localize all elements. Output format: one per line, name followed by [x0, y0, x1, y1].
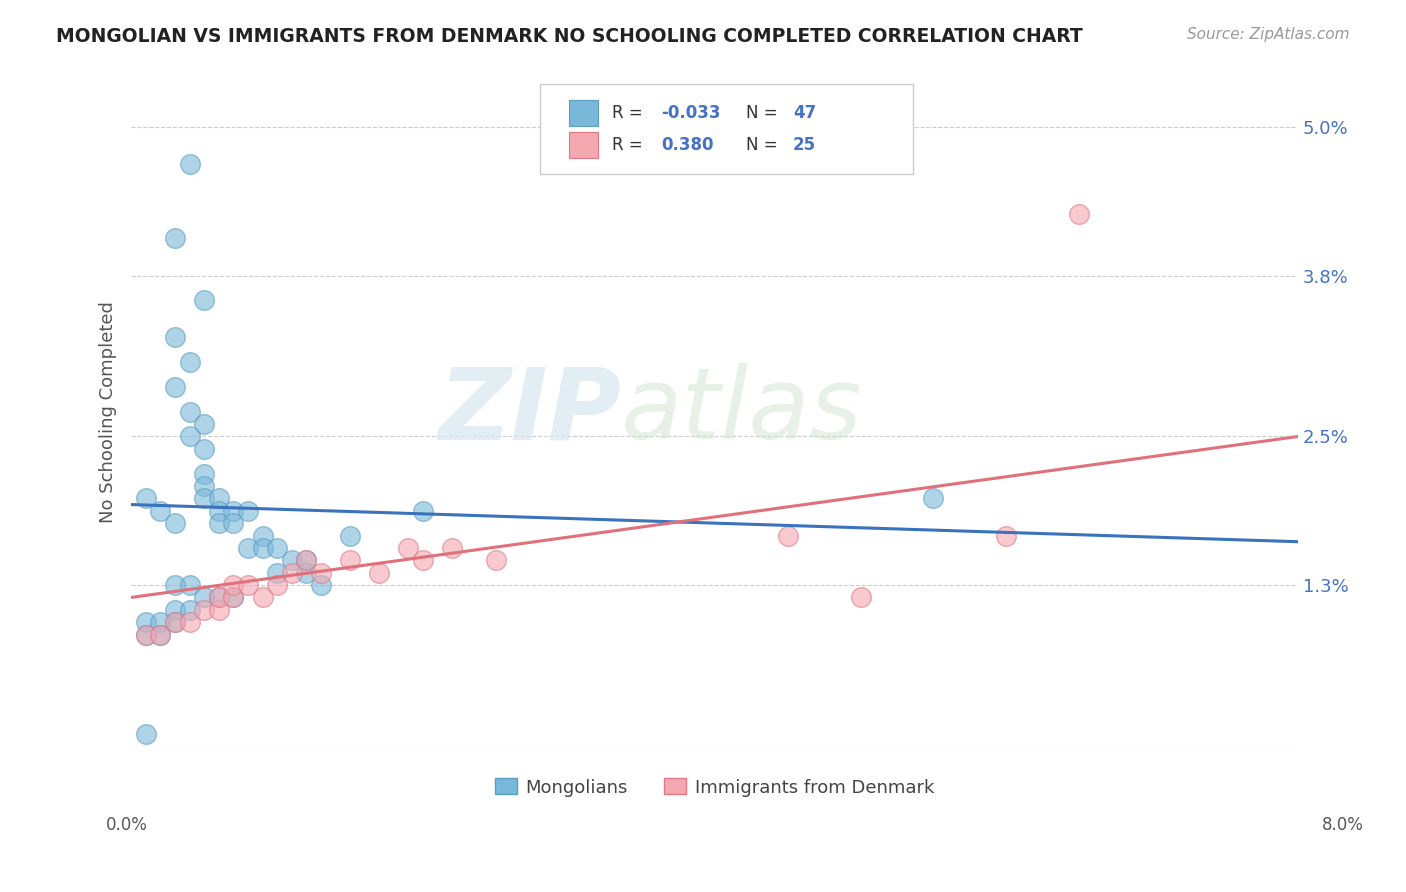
Legend: Mongolians, Immigrants from Denmark: Mongolians, Immigrants from Denmark — [488, 771, 942, 804]
Point — [280, 553, 302, 567]
Point — [179, 429, 201, 443]
Text: 47: 47 — [793, 103, 815, 122]
Point — [163, 330, 186, 344]
Point — [163, 615, 186, 630]
Point — [412, 504, 434, 518]
Point — [163, 615, 186, 630]
Point — [252, 528, 274, 542]
Text: R =: R = — [612, 136, 643, 154]
Text: 25: 25 — [793, 136, 815, 154]
Point — [266, 566, 288, 580]
Point — [995, 528, 1018, 542]
FancyBboxPatch shape — [540, 84, 912, 174]
Point — [339, 528, 361, 542]
Point — [135, 615, 157, 630]
Point — [922, 491, 945, 506]
Text: -0.033: -0.033 — [661, 103, 720, 122]
Point — [222, 504, 245, 518]
Point — [163, 380, 186, 394]
Point — [163, 231, 186, 245]
Point — [179, 157, 201, 171]
Point — [485, 553, 508, 567]
Point — [179, 615, 201, 630]
Point — [252, 541, 274, 555]
Point — [236, 504, 259, 518]
Point — [309, 566, 332, 580]
Point — [368, 566, 391, 580]
Point — [295, 553, 318, 567]
Point — [222, 591, 245, 605]
Point — [193, 479, 215, 493]
Point — [309, 578, 332, 592]
Point — [396, 541, 419, 555]
Text: Source: ZipAtlas.com: Source: ZipAtlas.com — [1187, 27, 1350, 42]
Point — [441, 541, 464, 555]
Point — [208, 504, 231, 518]
Point — [149, 615, 172, 630]
Point — [222, 516, 245, 530]
Point — [208, 591, 231, 605]
Point — [149, 627, 172, 641]
Point — [849, 591, 872, 605]
Text: R =: R = — [612, 103, 643, 122]
Point — [222, 578, 245, 592]
Point — [208, 591, 231, 605]
Point — [1069, 206, 1091, 220]
Text: 0.380: 0.380 — [661, 136, 713, 154]
Point — [208, 491, 231, 506]
Point — [412, 553, 434, 567]
Point — [252, 591, 274, 605]
Point — [163, 578, 186, 592]
Point — [135, 726, 157, 740]
Point — [193, 491, 215, 506]
Point — [193, 442, 215, 456]
Point — [236, 578, 259, 592]
Point — [179, 405, 201, 419]
Point — [163, 516, 186, 530]
Point — [280, 566, 302, 580]
Point — [193, 603, 215, 617]
Point — [193, 417, 215, 431]
Point — [193, 591, 215, 605]
FancyBboxPatch shape — [569, 100, 598, 126]
Point — [266, 578, 288, 592]
FancyBboxPatch shape — [569, 132, 598, 158]
Point — [179, 578, 201, 592]
Point — [179, 355, 201, 369]
Text: ZIP: ZIP — [439, 363, 621, 460]
Point — [208, 516, 231, 530]
Text: 0.0%: 0.0% — [105, 816, 148, 834]
Text: N =: N = — [747, 103, 778, 122]
Point — [193, 467, 215, 481]
Point — [193, 293, 215, 308]
Point — [295, 566, 318, 580]
Text: 8.0%: 8.0% — [1322, 816, 1364, 834]
Point — [236, 541, 259, 555]
Point — [222, 591, 245, 605]
Point — [179, 603, 201, 617]
Point — [149, 627, 172, 641]
Point — [295, 553, 318, 567]
Point — [339, 553, 361, 567]
Text: MONGOLIAN VS IMMIGRANTS FROM DENMARK NO SCHOOLING COMPLETED CORRELATION CHART: MONGOLIAN VS IMMIGRANTS FROM DENMARK NO … — [56, 27, 1083, 45]
Point — [208, 603, 231, 617]
Point — [135, 491, 157, 506]
Point — [149, 504, 172, 518]
Point — [135, 627, 157, 641]
Point — [135, 627, 157, 641]
Y-axis label: No Schooling Completed: No Schooling Completed — [100, 301, 117, 523]
Text: atlas: atlas — [621, 363, 863, 460]
Point — [776, 528, 799, 542]
Point — [163, 603, 186, 617]
Point — [266, 541, 288, 555]
Text: N =: N = — [747, 136, 778, 154]
